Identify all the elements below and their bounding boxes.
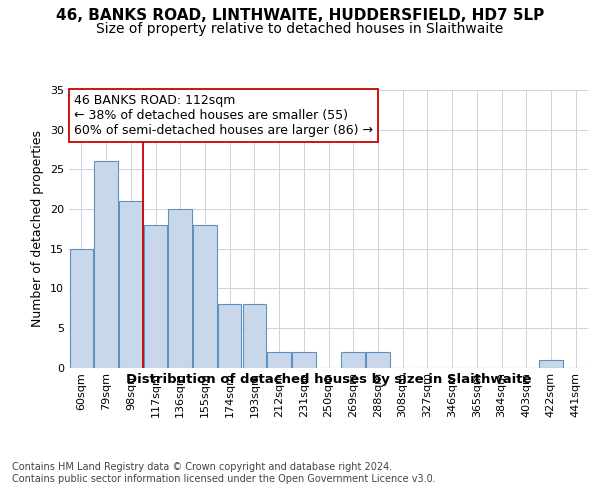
Bar bbox=[70, 248, 93, 368]
Text: 46 BANKS ROAD: 112sqm
← 38% of detached houses are smaller (55)
60% of semi-deta: 46 BANKS ROAD: 112sqm ← 38% of detached … bbox=[74, 94, 373, 137]
Text: Distribution of detached houses by size in Slaithwaite: Distribution of detached houses by size … bbox=[126, 372, 532, 386]
Bar bbox=[169, 209, 192, 368]
Bar bbox=[539, 360, 563, 368]
Text: 46, BANKS ROAD, LINTHWAITE, HUDDERSFIELD, HD7 5LP: 46, BANKS ROAD, LINTHWAITE, HUDDERSFIELD… bbox=[56, 8, 544, 22]
Bar bbox=[366, 352, 389, 368]
Bar bbox=[119, 201, 143, 368]
Bar bbox=[292, 352, 316, 368]
Bar bbox=[94, 162, 118, 368]
Bar bbox=[268, 352, 291, 368]
Bar bbox=[193, 225, 217, 368]
Text: Contains HM Land Registry data © Crown copyright and database right 2024.
Contai: Contains HM Land Registry data © Crown c… bbox=[12, 462, 436, 484]
Bar bbox=[144, 225, 167, 368]
Bar bbox=[218, 304, 241, 368]
Y-axis label: Number of detached properties: Number of detached properties bbox=[31, 130, 44, 327]
Bar bbox=[341, 352, 365, 368]
Text: Size of property relative to detached houses in Slaithwaite: Size of property relative to detached ho… bbox=[97, 22, 503, 36]
Bar bbox=[242, 304, 266, 368]
